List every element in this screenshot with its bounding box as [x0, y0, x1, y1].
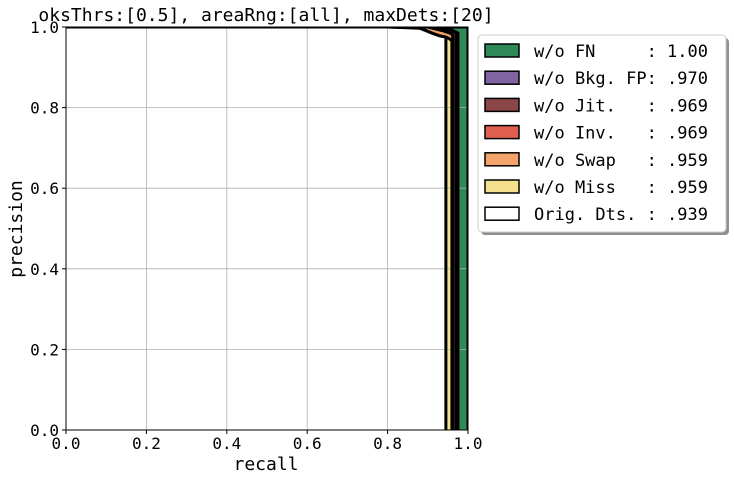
- legend-label-w-o-bkg-fp: w/o Bkg. FP: .970: [534, 69, 708, 89]
- area-orig-dts: [66, 27, 446, 430]
- x-tick-label: 1.0: [454, 434, 483, 453]
- y-tick-label: 1.0: [30, 18, 59, 37]
- x-axis-label: recall: [233, 454, 298, 475]
- x-tick-label: 0.2: [132, 434, 161, 453]
- legend-label-w-o-jit: w/o Jit. : .969: [534, 96, 708, 116]
- x-tick-label: 0.8: [373, 434, 402, 453]
- chart-title: oksThrs:[0.5], areaRng:[all], maxDets:[2…: [38, 5, 493, 26]
- legend-label-w-o-inv: w/o Inv. : .969: [534, 124, 708, 144]
- x-tick-label: 0.6: [293, 434, 322, 453]
- legend-swatch-w-o-bkg-fp: [484, 70, 520, 85]
- legend-swatch-w-o-jit: [484, 97, 520, 113]
- legend-swatch-w-o-fn: [484, 43, 520, 58]
- curve-orig-dts: [66, 27, 448, 430]
- curve-w-o-swap: [66, 27, 455, 430]
- y-axis-label: precision: [6, 180, 27, 278]
- curve-w-o-inv: [66, 27, 458, 430]
- legend-swatch-w-o-inv: [484, 124, 520, 140]
- x-tick-label: 0.4: [212, 434, 241, 453]
- legend-label-w-o-swap: w/o Swap : .959: [534, 151, 708, 171]
- y-tick-label: 0.4: [30, 260, 59, 279]
- y-tick-label: 0.0: [30, 421, 59, 440]
- y-tick-label: 0.6: [30, 179, 59, 198]
- legend-label-w-o-fn: w/o FN : 1.00: [534, 42, 708, 62]
- plot-frame: [65, 26, 469, 431]
- x-tick-label: 0.0: [52, 434, 81, 453]
- legend: w/o FN : 1.00 w/o Bkg. FP: .970 w/o Jit. :…: [477, 34, 729, 235]
- y-tick-label: 0.8: [30, 99, 59, 118]
- legend-label-w-o-miss: w/o Miss : .959: [534, 178, 708, 198]
- y-tick-label: 0.2: [30, 340, 59, 359]
- plot-area: [65, 26, 469, 431]
- legend-label-orig-dts: Orig. Dts. : .939: [534, 205, 708, 225]
- legend-swatch-w-o-miss: [484, 179, 520, 194]
- legend-box: [477, 34, 727, 233]
- legend-swatch-w-o-swap: [484, 152, 520, 167]
- x-axis: 0.0 0.2 0.4 0.6 0.8 1.0: [52, 430, 483, 453]
- legend-swatch-orig-dts: [484, 206, 520, 221]
- y-axis: 0.0 0.2 0.4 0.6 0.8 1.0: [30, 18, 66, 440]
